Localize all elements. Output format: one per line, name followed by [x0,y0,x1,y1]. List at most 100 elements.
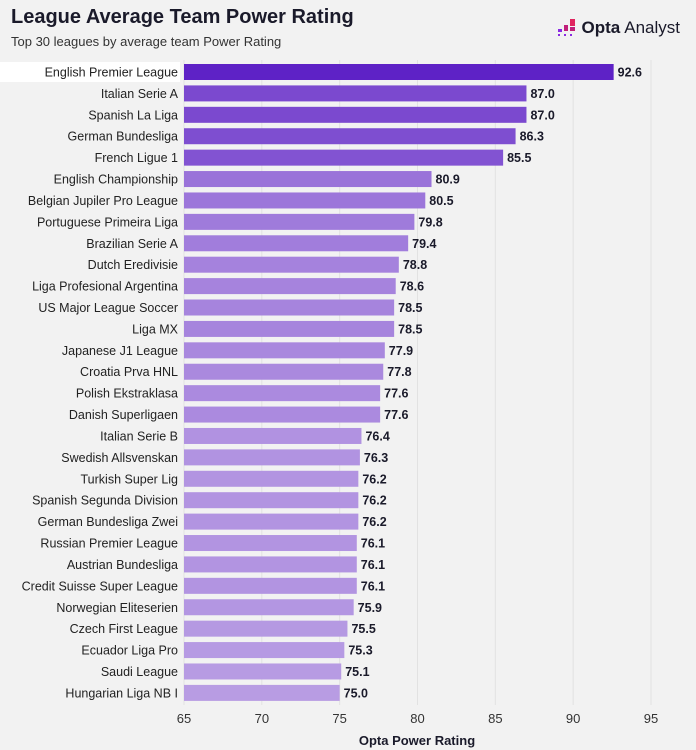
data-label: 77.6 [384,408,408,422]
data-label: 75.1 [345,665,369,679]
data-label: 80.9 [436,173,460,187]
bar [184,256,399,273]
category-label: Spanish Segunda Division [32,494,178,508]
category-label: Austrian Bundesliga [67,558,178,572]
bar [184,535,357,552]
bar [184,106,527,123]
category-label: Ecuador Liga Pro [81,644,178,658]
category-label: Hungarian Liga NB I [65,686,178,700]
data-label: 87.0 [530,108,554,122]
bar [184,385,381,402]
data-label: 78.5 [398,301,422,315]
category-label: US Major League Soccer [38,301,178,315]
bar [184,577,357,594]
category-label: Polish Ekstraklasa [76,387,178,401]
bar [184,427,362,444]
data-label: 77.8 [387,365,411,379]
data-label: 78.6 [400,280,424,294]
category-label: English Premier League [45,66,178,80]
x-tick-label: 95 [644,711,658,726]
bar [184,513,359,530]
x-tick-label: 75 [332,711,346,726]
data-label: 78.5 [398,322,422,336]
data-label: 76.4 [365,429,389,443]
bar [184,363,384,380]
data-label: 78.8 [403,258,427,272]
highlight-row-bg [0,62,180,82]
data-label: 75.5 [351,622,375,636]
category-label: Credit Suisse Super League [22,579,178,593]
bar [184,342,385,359]
category-label: Italian Serie B [100,429,178,443]
data-label: 80.5 [429,194,453,208]
bar [184,406,381,423]
bar [184,470,359,487]
category-label: Danish Superligaen [69,408,178,422]
data-label: 76.3 [364,451,388,465]
category-label: Japanese J1 League [62,344,178,358]
data-label: 75.0 [344,686,368,700]
data-label: 76.2 [362,494,386,508]
bar [184,642,345,659]
data-label: 85.5 [507,151,531,165]
data-label: 76.2 [362,515,386,529]
bar [184,85,527,102]
bar [184,492,359,509]
category-label: French Ligue 1 [95,151,178,165]
bar [184,213,415,230]
category-label: Liga Profesional Argentina [32,280,178,294]
data-label: 79.8 [418,215,442,229]
category-label: Swedish Allsvenskan [61,451,178,465]
data-label: 76.1 [361,558,385,572]
data-label: 76.1 [361,579,385,593]
bar [184,620,348,637]
x-tick-label: 80 [410,711,424,726]
bar [184,235,409,252]
bar [184,192,426,209]
data-label: 87.0 [530,87,554,101]
data-label: 75.9 [358,601,382,615]
data-label: 77.9 [389,344,413,358]
category-label: German Bundesliga Zwei [38,515,178,529]
bar [184,556,357,573]
bar [184,171,432,188]
bar [184,663,342,680]
data-label: 86.3 [520,130,544,144]
data-label: 77.6 [384,387,408,401]
x-tick-label: 65 [177,711,191,726]
category-label: Italian Serie A [101,87,179,101]
data-label: 79.4 [412,237,436,251]
category-label: English Championship [54,173,178,187]
category-label: Czech First League [70,622,178,636]
opta-analyst-logo: Opta Analyst [557,18,680,38]
bar [184,684,340,701]
bar [184,449,360,466]
bar [184,64,614,80]
logo-icon [557,19,575,36]
category-label: Dutch Eredivisie [88,258,178,272]
category-label: Belgian Jupiler Pro League [28,194,178,208]
chart-title: League Average Team Power Rating [11,6,354,28]
category-label: German Bundesliga [68,130,179,144]
data-label: 75.3 [348,644,372,658]
bar [184,599,354,616]
category-label: Croatia Prva HNL [80,365,178,379]
category-label: Turkish Super Lig [81,472,179,486]
logo-text-bold: Opta [581,18,621,37]
data-label: 76.2 [362,472,386,486]
x-tick-label: 90 [566,711,580,726]
data-label: 76.1 [361,537,385,551]
bar [184,278,396,295]
category-label: Saudi League [101,665,178,679]
category-label: Russian Premier League [40,537,178,551]
category-label: Liga MX [132,322,179,336]
x-axis-label: Opta Power Rating [359,733,475,748]
x-tick-label: 85 [488,711,502,726]
category-label: Portuguese Primeira Liga [37,215,178,229]
data-label: 92.6 [618,66,642,80]
category-label: Norwegian Eliteserien [56,601,178,615]
logo-text-light: Analyst [624,18,680,37]
category-label: Brazilian Serie A [86,237,178,251]
